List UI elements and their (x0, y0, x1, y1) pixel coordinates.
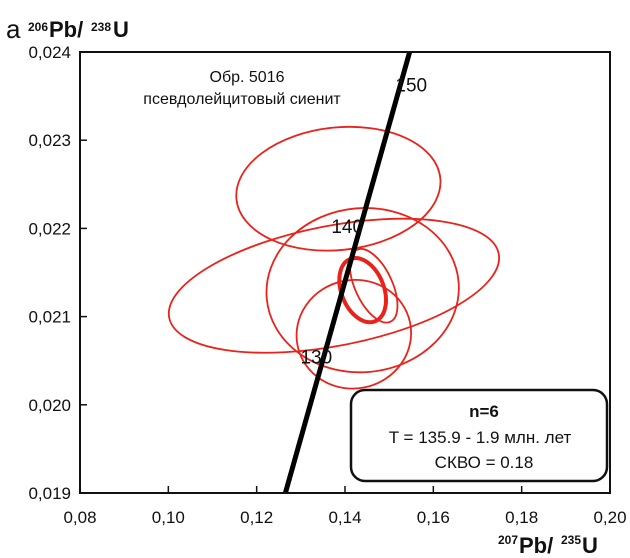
y-tick-label: 0,022 (28, 219, 71, 238)
error-ellipses (167, 125, 501, 390)
y-title-main1: Pb/ (49, 17, 83, 42)
sample-label-line2: псевдолейцитовый сиенит (143, 91, 341, 108)
concordia-age-label: 130 (300, 347, 332, 368)
y-title-main2: U (113, 17, 129, 42)
y-tick-label: 0,021 (28, 308, 71, 327)
age-labels: 150 140 130 (300, 76, 427, 369)
y-tick-label: 0,024 (28, 43, 71, 62)
y-tick-label: 0,019 (28, 484, 71, 503)
x-tick-label: 0,16 (417, 508, 450, 527)
x-tick-label: 0,18 (505, 508, 538, 527)
result-box: n=6 T = 135.9 - 1.9 млн. лет СКВО = 0.18 (349, 388, 609, 483)
error-ellipse-4 (295, 278, 413, 390)
x-tick-label: 0,10 (152, 508, 185, 527)
concordia-age-label: 140 (331, 217, 363, 238)
x-tick-label: 0,14 (328, 508, 361, 527)
error-ellipse-2 (167, 217, 501, 354)
x-axis-ticks: 0,08 0,10 0,12 0,14 0,16 0,18 0,20 (63, 486, 627, 527)
x-tick-label: 0,12 (240, 508, 273, 527)
y-axis-title: 206 Pb/ 238 U (28, 17, 129, 42)
x-title-sup1: 207 (498, 533, 518, 547)
error-ellipse-1 (235, 125, 442, 252)
result-n: n=6 (469, 402, 499, 421)
x-title-main2: U (582, 533, 598, 558)
error-ellipse-3 (265, 207, 460, 374)
x-axis-title: 207 Pb/ 235 U (498, 533, 598, 558)
result-age: T = 135.9 - 1.9 млн. лет (389, 428, 572, 447)
y-tick-label: 0,020 (28, 396, 71, 415)
x-tick-label: 0,08 (63, 508, 96, 527)
result-mswd: СКВО = 0.18 (435, 453, 534, 472)
sample-label-line1: Обр. 5016 (210, 69, 285, 86)
y-axis-ticks: 0,019 0,020 0,021 0,022 0,023 0,024 (28, 43, 87, 503)
concordia-line (282, 52, 413, 493)
error-ellipse-5 (349, 248, 399, 324)
y-tick-label: 0,023 (28, 131, 71, 150)
concordia-curve (282, 52, 413, 493)
x-tick-label: 0,20 (593, 508, 626, 527)
y-title-sup2: 238 (91, 20, 111, 34)
concordia-age-label: 150 (395, 76, 427, 97)
y-title-sup1: 206 (28, 20, 48, 34)
x-title-sup2: 235 (561, 533, 581, 547)
result-box-frame (349, 388, 609, 483)
x-title-main1: Pb/ (519, 533, 553, 558)
panel-letter: а (6, 14, 21, 44)
